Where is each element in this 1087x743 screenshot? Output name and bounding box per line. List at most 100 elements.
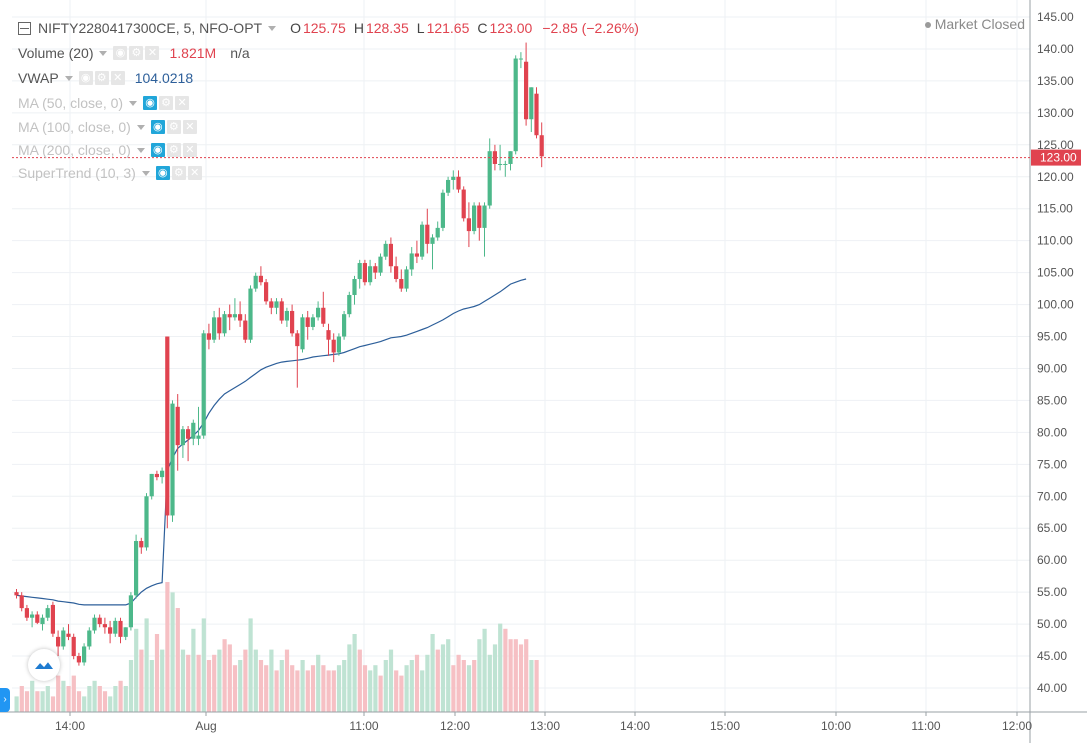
candle [290,304,295,337]
candle [373,263,378,280]
candle [186,425,191,462]
indicator-label[interactable]: MA (50, close, 0) [18,95,124,111]
chevron-down-icon[interactable] [136,147,145,153]
candle-body [466,218,471,232]
candle [35,611,40,625]
candle [274,298,279,315]
candle-body [102,624,107,628]
indicator-label[interactable]: MA (100, close, 0) [18,119,131,135]
indicator-label[interactable]: VWAP [18,70,59,86]
candle [321,291,326,327]
candle-body [420,224,425,257]
volume-bar [435,649,440,712]
gear-icon[interactable]: ⚙ [129,46,144,60]
logo-icon[interactable] [28,649,60,681]
close-icon[interactable]: ✕ [110,71,125,85]
close-icon[interactable]: ✕ [182,120,197,134]
indicator-ma50[interactable]: MA (50, close, 0) ◉ ⚙ ✕ [18,93,191,113]
volume-bar [388,649,394,712]
chevron-down-icon[interactable] [268,25,277,31]
gear-icon[interactable]: ⚙ [94,71,109,85]
y-tick-label: 65.00 [1037,521,1067,535]
indicator-ma100[interactable]: MA (100, close, 0) ◉ ⚙ ✕ [18,117,199,137]
close-icon[interactable]: ✕ [182,143,197,157]
indicator-vwap[interactable]: VWAP ◉ ⚙ ✕ 104.0218 [18,68,193,88]
volume-bar [347,644,352,712]
candle-body [352,279,357,295]
chevron-down-icon[interactable] [141,170,150,176]
candle [118,617,123,644]
eye-icon[interactable]: ◉ [78,71,93,85]
eye-icon[interactable]: ◉ [155,166,170,180]
volume-bar [362,665,368,712]
indicator-ma200[interactable]: MA (200, close, 0) ◉ ⚙ ✕ [18,140,199,160]
candle [508,151,513,171]
indicator-label[interactable]: SuperTrend (10, 3) [18,165,136,181]
symbol-label[interactable]: NIFTY2280417300CE, 5, NFO-OPT [38,20,263,36]
side-panel-toggle-icon[interactable]: › [0,688,10,712]
candle [113,617,118,637]
grid-lines [12,0,1030,712]
gear-icon[interactable]: ⚙ [159,96,174,110]
candle [518,52,523,69]
candle [76,652,81,666]
candle [487,138,492,209]
x-tick-label: 14:00 [620,719,650,733]
market-status: Market Closed [924,16,1025,32]
candle-body [435,227,440,238]
eye-icon[interactable]: ◉ [150,143,165,157]
candle-body [123,627,128,637]
indicator-supertrend[interactable]: SuperTrend (10, 3) ◉ ⚙ ✕ [18,163,204,183]
candle [134,534,139,599]
candle-body [451,176,456,180]
volume-bar [170,592,175,712]
gear-icon[interactable]: ⚙ [171,166,186,180]
candle [61,627,66,650]
candle-body [440,192,445,228]
volume-bar [248,618,253,712]
candle-body [274,301,279,308]
close-icon[interactable]: ✕ [145,46,160,60]
candle-body [165,336,170,516]
close-icon[interactable]: ✕ [175,96,190,110]
candle [149,473,154,500]
candle [144,493,149,551]
volume-bar [518,644,524,712]
candle-body [425,224,430,244]
candle-body [336,336,341,353]
candle [24,604,29,621]
chevron-down-icon[interactable] [129,100,138,106]
candle [108,620,113,644]
chevron-down-icon[interactable] [99,50,108,56]
collapse-icon[interactable] [18,21,31,35]
status-dot-icon [924,22,931,29]
eye-icon[interactable]: ◉ [113,46,128,60]
gear-icon[interactable]: ⚙ [166,120,181,134]
candle [97,614,102,628]
candle-body [253,275,258,289]
indicator-label[interactable]: MA (200, close, 0) [18,142,131,158]
volume-bar [108,696,113,712]
candle-body [487,151,492,206]
chevron-down-icon[interactable] [136,124,145,130]
gear-icon[interactable]: ⚙ [166,143,181,157]
candle-body [316,307,321,318]
low-label: L [416,20,425,36]
volume-bar [227,644,232,712]
candle-body [539,135,544,157]
volume-bar [414,654,420,712]
indicator-volume[interactable]: Volume (20) ◉ ⚙ ✕ 1.821M n/a [18,43,250,63]
candle [362,259,367,286]
candle [139,537,144,554]
candle-body [149,473,154,497]
close-icon[interactable]: ✕ [187,166,202,180]
indicator-label[interactable]: Volume (20) [18,45,94,61]
chevron-down-icon[interactable] [64,75,73,81]
eye-icon[interactable]: ◉ [143,96,158,110]
y-tick-label: 45.00 [1037,649,1067,663]
x-tick-label: 11:00 [911,719,940,733]
eye-icon[interactable]: ◉ [150,120,165,134]
candle [196,406,201,446]
candle-body [30,614,35,618]
